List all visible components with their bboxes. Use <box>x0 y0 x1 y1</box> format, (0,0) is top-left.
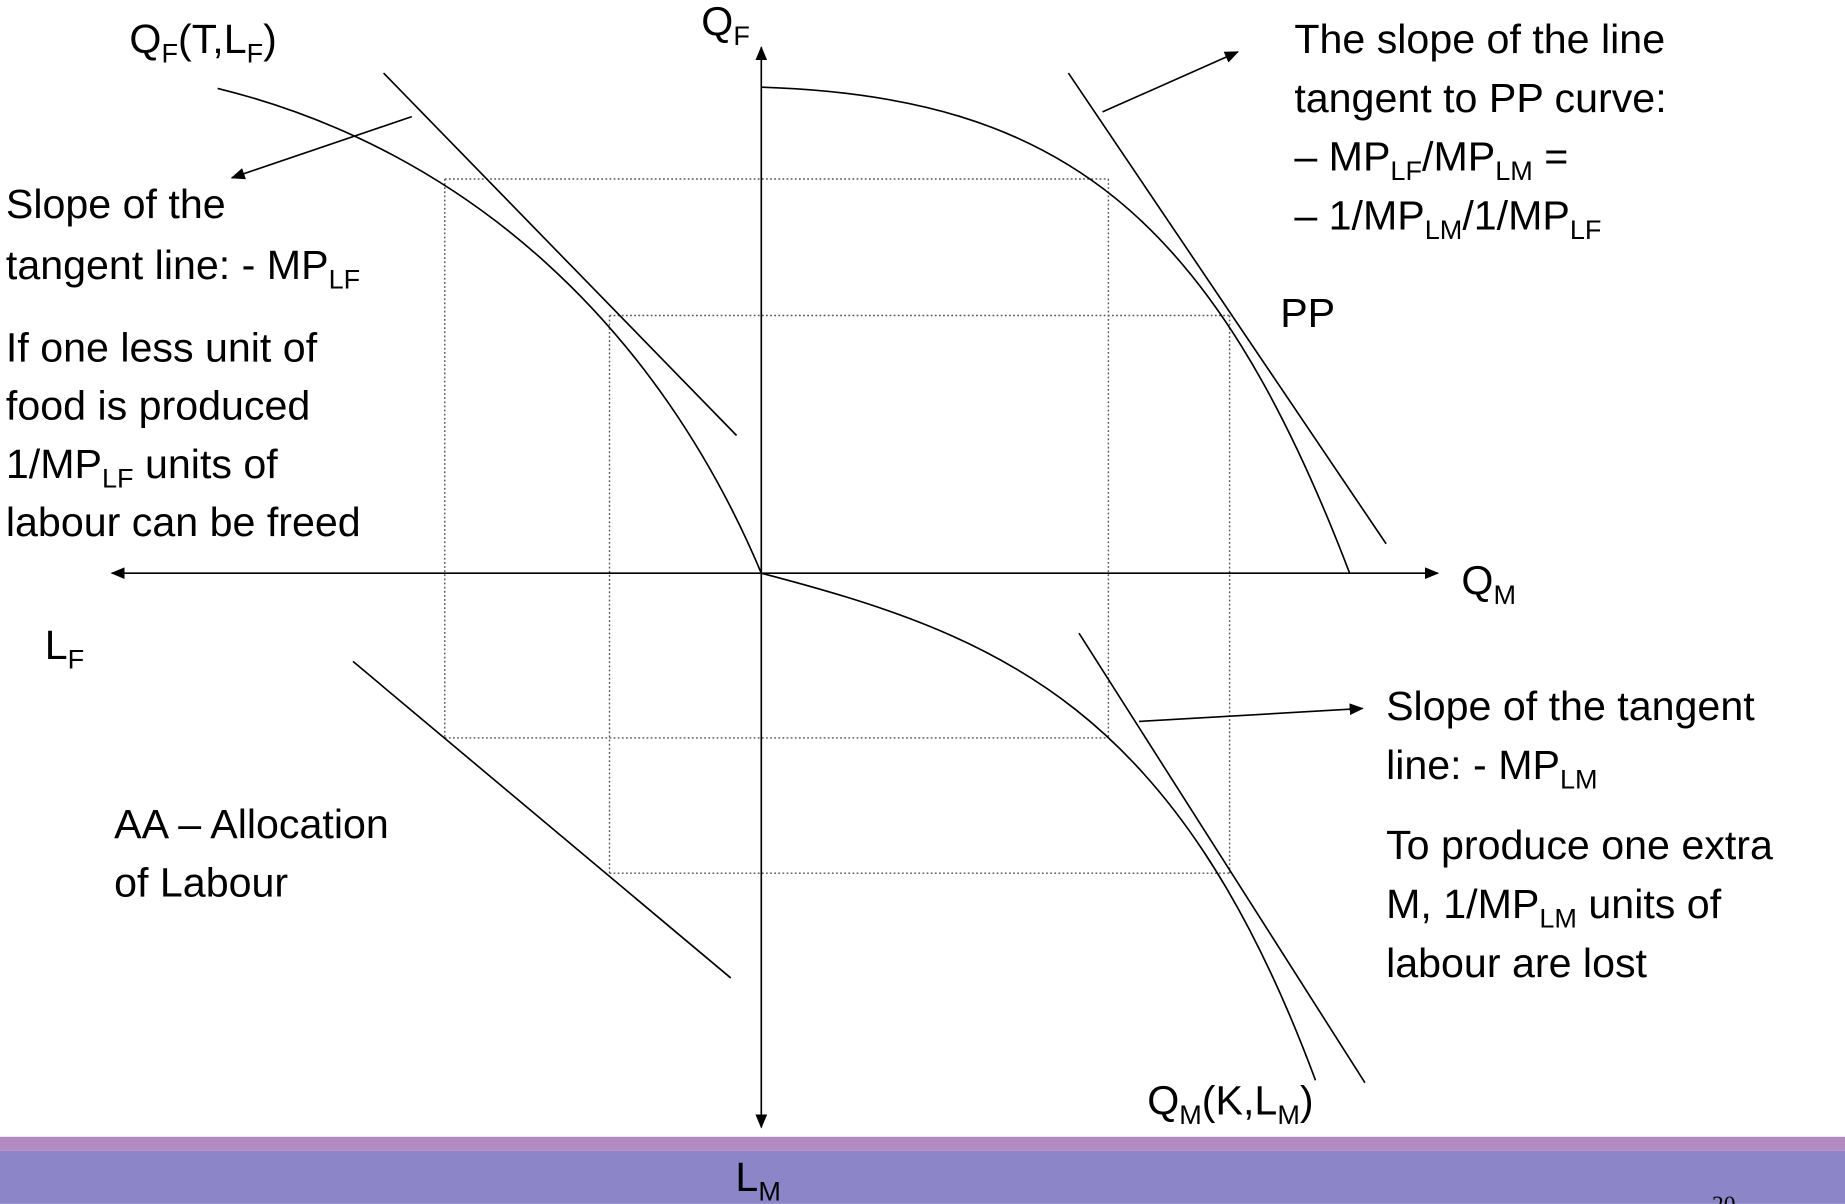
text-run: line: - MP <box>1386 742 1560 788</box>
band-top <box>0 1136 1845 1151</box>
tangent <box>383 72 738 437</box>
label-line: 1/MPLF units of <box>6 441 278 493</box>
text-run: Q <box>1461 557 1493 603</box>
subscript: F <box>733 21 750 51</box>
subscript: LF <box>102 463 134 493</box>
text-run: (K,L <box>1202 1077 1278 1123</box>
label-line: QM <box>1461 557 1516 609</box>
pointer <box>1102 51 1239 113</box>
pointer <box>1138 703 1364 723</box>
text-run: units of <box>1577 881 1722 927</box>
subscript: F <box>247 39 264 69</box>
text-run: units of <box>134 441 279 487</box>
subscript: LF <box>329 264 361 294</box>
text-run: To produce one extra <box>1386 822 1773 868</box>
subscript: M <box>1493 580 1516 610</box>
label-line: food is produced <box>6 383 310 429</box>
text-run: labour can be freed <box>6 499 361 545</box>
text-run: ) <box>1300 1077 1314 1123</box>
text-run: (T,L <box>178 16 247 62</box>
label-line: LF <box>45 622 84 674</box>
text-run: L <box>45 622 68 668</box>
manufacture-curve <box>761 572 1317 1081</box>
text-run: PP <box>1280 290 1335 336</box>
label-line: line: - MPLM <box>1386 742 1597 794</box>
text-run: /MP <box>1422 134 1495 180</box>
text-run: M, 1/MP <box>1386 881 1539 927</box>
subscript: LM <box>1425 215 1463 245</box>
label-line: labour can be freed <box>6 499 361 545</box>
text-run: labour are lost <box>1386 940 1647 986</box>
label-line: LM <box>735 1154 780 1204</box>
label-line: QF <box>701 0 750 51</box>
aa-line <box>352 660 732 979</box>
text-run: Q <box>701 0 733 44</box>
label-line: AA – Allocation <box>114 801 389 847</box>
subscript: LF <box>1390 156 1422 186</box>
page-number: 20 <box>1712 1192 1736 1204</box>
subscript: M <box>758 1176 781 1204</box>
label-line: QM(K,LM) <box>1147 1077 1313 1129</box>
text-run: of Labour <box>114 860 288 906</box>
subscript: LM <box>1495 156 1533 186</box>
band <box>0 1150 1845 1204</box>
subscript: F <box>68 644 85 674</box>
text-run: Slope of the <box>6 181 226 227</box>
label-line: The slope of the line <box>1294 16 1665 62</box>
label-line: If one less unit of <box>6 324 318 370</box>
pp-curve <box>761 86 1351 574</box>
guides <box>444 178 1231 874</box>
label-line: To produce one extra <box>1386 822 1773 868</box>
subscript: LM <box>1539 903 1577 933</box>
food-curve <box>217 87 763 574</box>
text-run: Q <box>1147 1077 1179 1123</box>
text-run: The slope of the line <box>1294 16 1665 62</box>
text-run: Slope of the tangent <box>1386 683 1755 729</box>
label-line: tangent line: - MPLF <box>6 242 360 294</box>
text-run: food is produced <box>6 383 310 429</box>
text-run: If one less unit of <box>6 324 318 370</box>
label-line: – 1/MPLM/1/MPLF <box>1294 193 1601 245</box>
text-run: tangent to PP curve: <box>1294 75 1666 121</box>
label-line: tangent to PP curve: <box>1294 75 1666 121</box>
text-run: ) <box>263 16 277 62</box>
text-run: – 1/MP <box>1294 193 1424 239</box>
subscript: M <box>1179 1100 1202 1130</box>
text-run: L <box>735 1154 758 1200</box>
label-line: labour are lost <box>1386 940 1647 986</box>
text-run: 1/MP <box>6 441 102 487</box>
text-run: AA – Allocation <box>114 801 389 847</box>
label-line: M, 1/MPLM units of <box>1386 881 1722 933</box>
label-line: of Labour <box>114 860 288 906</box>
subscript: LF <box>1570 215 1602 245</box>
label-line: Slope of the tangent <box>1386 683 1755 729</box>
text-run: Q <box>129 16 161 62</box>
subscript: LM <box>1560 765 1598 795</box>
label-line: QF(T,LF) <box>129 16 276 68</box>
pointer <box>230 115 413 180</box>
text-run: tangent line: - MP <box>6 242 329 288</box>
text-run: = <box>1533 134 1568 180</box>
tangent <box>1078 632 1366 1084</box>
tangent <box>1067 72 1387 545</box>
subscript: M <box>1277 1100 1300 1130</box>
label-line: – MPLF/MPLM = <box>1294 134 1568 186</box>
label-line: Slope of the <box>6 181 226 227</box>
subscript: F <box>161 39 178 69</box>
text-run: /1/MP <box>1462 193 1570 239</box>
label-line: PP <box>1280 290 1335 336</box>
text-run: – MP <box>1294 134 1390 180</box>
